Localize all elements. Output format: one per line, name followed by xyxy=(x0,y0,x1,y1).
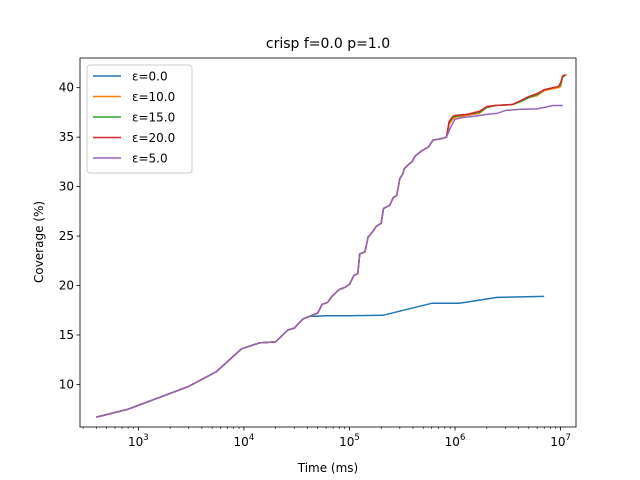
chart-title: crisp f=0.0 p=1.0 xyxy=(266,36,390,52)
x-tick-label-1: 104 xyxy=(234,433,255,449)
x-axis-label: Time (ms) xyxy=(297,461,359,475)
legend-label-2: ε=15.0 xyxy=(132,111,175,125)
x-tick-label-2: 105 xyxy=(339,433,360,449)
y-tick-label-1: 15 xyxy=(59,328,74,342)
series-lines xyxy=(96,74,568,418)
y-tick-label-0: 10 xyxy=(59,377,74,391)
y-tick-label-2: 20 xyxy=(59,279,74,293)
x-axis: 103 104 105 106 107 xyxy=(82,427,571,449)
x-tick-label-3: 106 xyxy=(445,433,466,449)
legend-label-3: ε=20.0 xyxy=(132,131,175,145)
legend-label-4: ε=5.0 xyxy=(132,152,168,166)
y-tick-label-6: 40 xyxy=(59,81,74,95)
legend: ε=0.0 ε=10.0 ε=15.0 ε=20.0 ε=5.0 xyxy=(86,64,193,174)
plot-frame xyxy=(79,57,577,428)
legend-label-0: ε=0.0 xyxy=(132,70,168,84)
x-tick-label-4: 107 xyxy=(550,433,571,449)
y-axis: 10 15 20 25 30 35 40 xyxy=(59,81,80,391)
legend-box xyxy=(86,64,193,174)
series-line-0 xyxy=(96,295,545,418)
y-tick-label-3: 25 xyxy=(59,229,74,243)
y-tick-label-4: 30 xyxy=(59,180,74,194)
legend-label-1: ε=10.0 xyxy=(132,90,175,104)
y-tick-label-5: 35 xyxy=(59,130,74,144)
y-axis-label: Coverage (%) xyxy=(32,201,46,283)
x-tick-label-0: 103 xyxy=(128,433,149,449)
series-line-4 xyxy=(96,104,563,418)
